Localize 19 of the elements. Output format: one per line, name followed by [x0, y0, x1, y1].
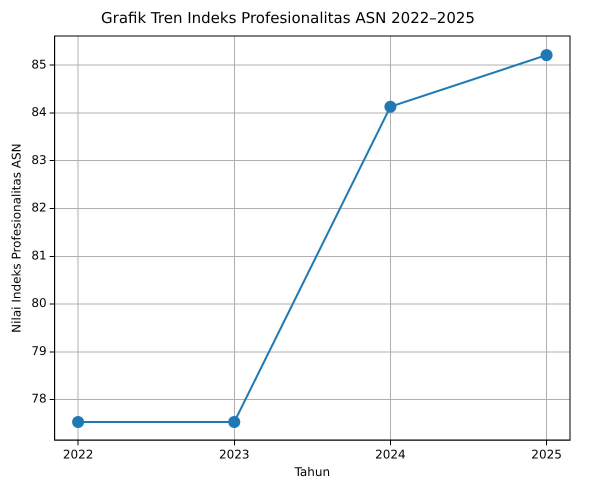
x-tick-label: 2023 — [218, 448, 250, 462]
point — [540, 49, 553, 62]
y-tick-label: 82 — [31, 200, 47, 215]
x-tick-label: 2022 — [62, 448, 94, 462]
y-tick-label: 78 — [31, 392, 47, 406]
y-tick-label: 83 — [31, 152, 47, 167]
y-tick-label: 81 — [31, 248, 47, 262]
y-tick-label: 84 — [31, 105, 47, 120]
y-axis-title: Nilai Indeks Profesionalitas ASN — [9, 143, 24, 333]
y-tick-label: 80 — [31, 296, 47, 310]
y-tick-label: 85 — [31, 57, 47, 72]
point — [384, 100, 396, 113]
x-axis-title: Tahun — [294, 464, 330, 479]
x-tick-label: 2025 — [531, 448, 562, 462]
chart-title: Grafik Tren Indeks Profesionalitas ASN 2022–2025 — [101, 8, 475, 27]
point — [72, 416, 84, 428]
x-tick-label: 2024 — [375, 448, 406, 462]
point — [228, 416, 240, 428]
y-tick-label: 79 — [31, 344, 47, 358]
